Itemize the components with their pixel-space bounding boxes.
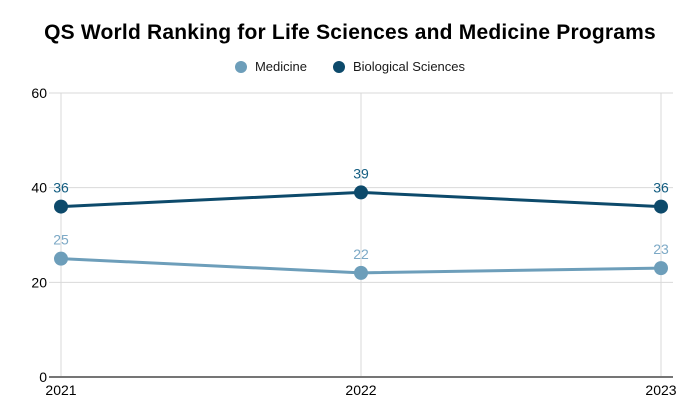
y-axis-tick-label: 60 <box>31 85 47 101</box>
x-axis-tick-label: 2023 <box>645 382 676 398</box>
point-label-medicine-2023: 23 <box>653 241 669 257</box>
x-axis-tick-label: 2022 <box>345 382 376 398</box>
data-point-biological-sciences-2023 <box>654 199 668 214</box>
y-axis-tick-label: 0 <box>39 369 47 385</box>
data-point-biological-sciences-2022 <box>354 185 368 200</box>
point-label-medicine-2022: 22 <box>353 246 369 262</box>
point-label-biological-sciences-2023: 36 <box>653 180 669 196</box>
chart-legend: Medicine Biological Sciences <box>0 59 700 74</box>
data-point-medicine-2021 <box>54 251 68 266</box>
point-label-biological-sciences-2022: 39 <box>353 165 369 181</box>
y-axis-tick-label: 40 <box>31 180 47 196</box>
data-point-biological-sciences-2021 <box>54 199 68 214</box>
data-point-medicine-2022 <box>354 265 368 280</box>
x-axis-tick-label: 2021 <box>45 382 76 398</box>
point-label-biological-sciences-2021: 36 <box>53 180 69 196</box>
biological-sciences-series-dot-icon <box>333 60 345 73</box>
legend-label-medicine: Medicine <box>254 59 307 74</box>
point-label-medicine-2021: 25 <box>53 232 69 248</box>
legend-item-medicine: Medicine <box>234 59 307 74</box>
y-axis-tick-label: 20 <box>31 274 47 290</box>
medicine-series-dot-icon <box>234 60 247 73</box>
data-point-medicine-2023 <box>654 261 668 276</box>
chart-title: QS World Ranking for Life Sciences and M… <box>44 21 656 44</box>
legend-label-biological-sciences: Biological Sciences <box>353 59 466 74</box>
legend-item-biological-sciences: Biological Sciences <box>333 59 465 74</box>
